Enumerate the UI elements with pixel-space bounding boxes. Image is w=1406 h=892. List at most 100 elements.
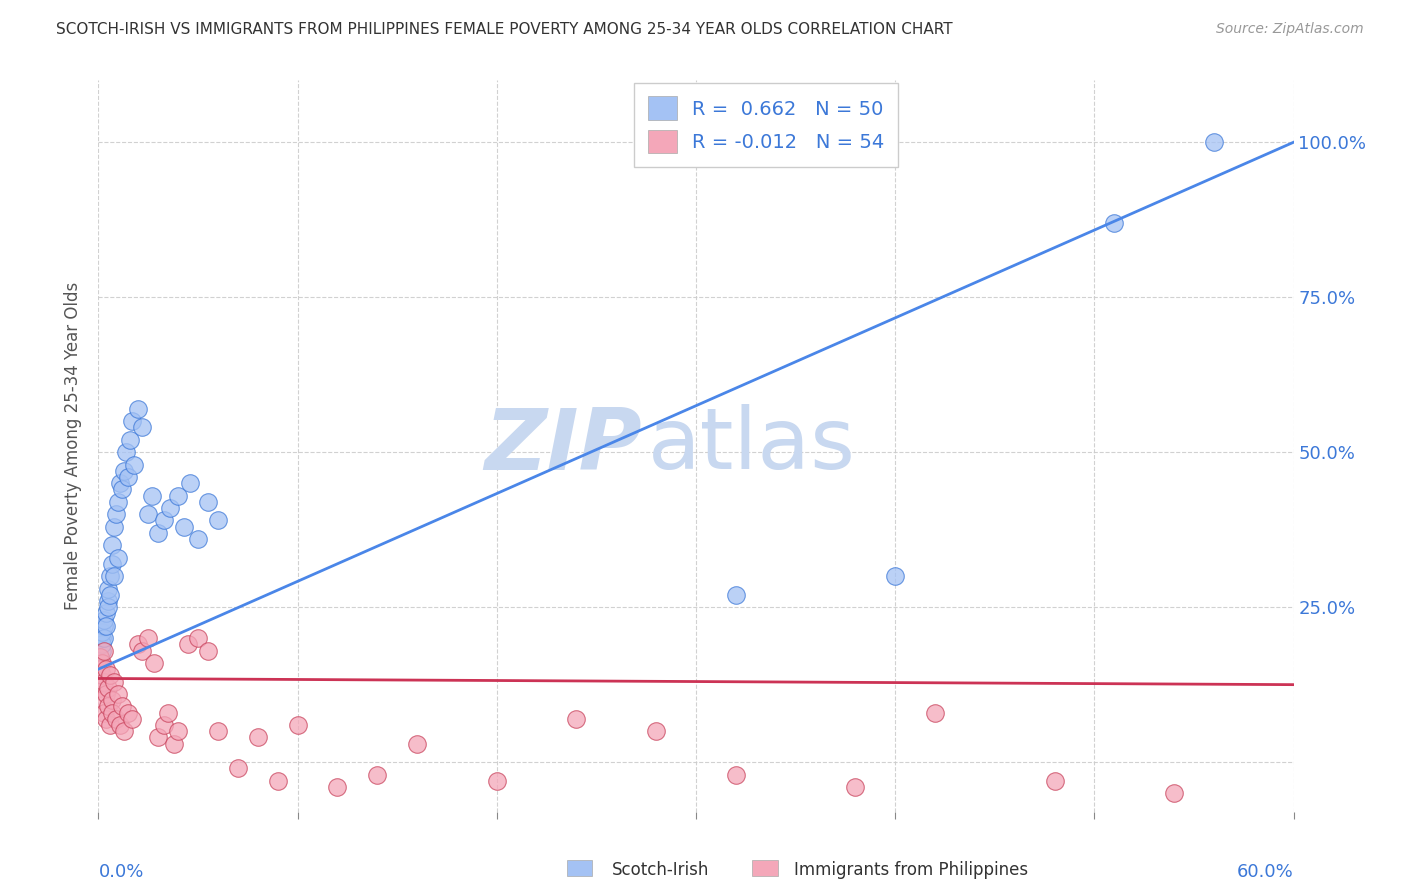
Point (267, 773, 290, 788)
Point (91, 668, 114, 682)
Point (884, 569, 907, 583)
Point (97, 582, 120, 596)
Point (101, 538, 124, 552)
Point (105, 712, 128, 726)
Point (96, 687, 118, 701)
Point (127, 637, 149, 651)
Point (89, 662, 111, 676)
Point (844, 780, 866, 794)
Point (111, 699, 134, 714)
Point (121, 712, 143, 726)
Point (91, 656, 114, 670)
Point (153, 513, 176, 527)
Point (246, 731, 269, 745)
Point (115, 445, 138, 459)
Point (97, 681, 120, 695)
Point (97, 699, 120, 714)
Point (143, 656, 166, 670)
Point (136, 631, 159, 645)
Point (97, 600, 120, 615)
Point (207, 724, 229, 739)
Point (93, 674, 115, 689)
Point (89, 681, 111, 695)
Point (485, 773, 508, 788)
Text: Immigrants from Philippines: Immigrants from Philippines (794, 861, 1029, 879)
Point (93, 619, 115, 633)
Point (167, 489, 190, 503)
Point (131, 420, 153, 434)
Point (101, 693, 124, 707)
Point (96, 619, 118, 633)
Point (98, 569, 122, 583)
Point (120, 433, 142, 447)
Point (179, 476, 201, 491)
Point (110, 476, 132, 491)
Point (197, 643, 219, 657)
Point (107, 687, 129, 701)
Point (326, 780, 349, 794)
Point (1104, 216, 1126, 230)
Point (107, 550, 129, 565)
Point (103, 569, 125, 583)
Point (287, 718, 309, 732)
Point (91, 643, 114, 657)
Text: Source: ZipAtlas.com: Source: ZipAtlas.com (1216, 22, 1364, 37)
Point (89, 649, 111, 664)
Text: ZIP: ZIP (485, 404, 643, 488)
Point (91, 693, 114, 707)
Point (93, 613, 115, 627)
Text: atlas: atlas (648, 404, 856, 488)
Point (112, 724, 135, 739)
Point (924, 706, 946, 720)
Point (187, 532, 209, 546)
Point (96, 712, 118, 726)
Point (111, 483, 134, 497)
Point (159, 500, 181, 515)
Point (103, 519, 125, 533)
Point (121, 414, 143, 428)
Point (89, 668, 111, 682)
Point (98, 668, 122, 682)
Point (96, 662, 118, 676)
Point (89, 649, 111, 664)
Point (177, 637, 200, 651)
Point (96, 607, 118, 621)
Point (93, 706, 115, 720)
Point (105, 507, 128, 521)
Text: 0.0%: 0.0% (98, 863, 143, 881)
Point (136, 507, 159, 521)
FancyBboxPatch shape (752, 860, 778, 876)
Point (148, 731, 170, 745)
Point (141, 489, 163, 503)
Point (110, 718, 132, 732)
Point (724, 588, 747, 602)
Point (98, 718, 122, 732)
Point (93, 631, 115, 645)
Point (91, 624, 114, 639)
Point (226, 761, 249, 775)
Point (187, 631, 209, 645)
Point (89, 656, 111, 670)
Point (131, 643, 153, 657)
Point (112, 464, 135, 478)
Y-axis label: Female Poverty Among 25-34 Year Olds: Female Poverty Among 25-34 Year Olds (65, 282, 83, 610)
Point (107, 495, 129, 509)
Point (163, 737, 186, 751)
Text: Scotch-Irish: Scotch-Irish (612, 861, 709, 879)
Point (93, 643, 115, 657)
Point (91, 637, 114, 651)
Point (98, 588, 122, 602)
Point (124, 458, 146, 472)
Point (406, 737, 429, 751)
Point (1043, 773, 1066, 788)
Point (101, 706, 124, 720)
Point (117, 470, 139, 484)
Point (103, 674, 125, 689)
FancyBboxPatch shape (567, 860, 592, 876)
Point (197, 495, 219, 509)
Point (153, 718, 176, 732)
Point (127, 401, 149, 416)
Point (565, 712, 588, 726)
Point (157, 706, 180, 720)
Point (167, 724, 190, 739)
